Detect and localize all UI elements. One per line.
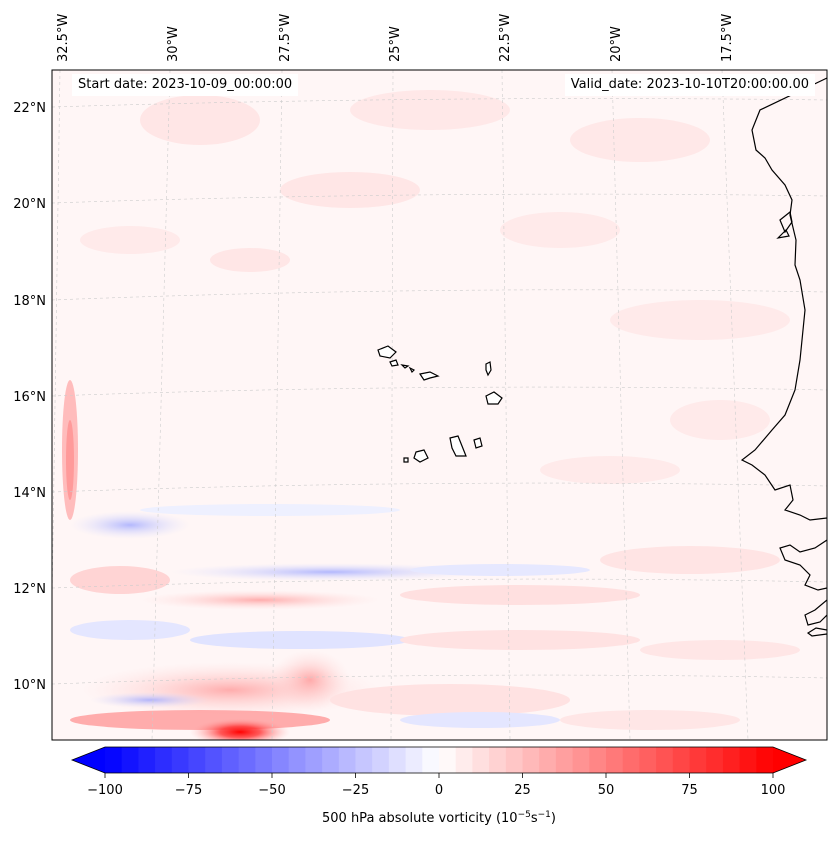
lon-label-22-5w: 22.5°W (498, 14, 513, 62)
cbar-tick-25: 25 (514, 783, 531, 798)
island-maio (473, 437, 483, 449)
colorbar-swatch (555, 747, 574, 773)
cbar-tick-m100: −100 (87, 783, 123, 798)
colorbar-swatch (505, 747, 523, 773)
island-fogo (413, 449, 429, 463)
colorbar-ticks (104, 773, 774, 778)
lat-label-12n: 12°N (13, 582, 46, 597)
colorbar-swatch (672, 747, 690, 773)
lat-label-16n: 16°N (13, 390, 46, 405)
lon-label-25w: 25°W (388, 26, 403, 62)
colorbar-label-end: ) (551, 811, 556, 826)
lon-label-20w: 20°W (609, 26, 624, 62)
colorbar-swatch (221, 747, 240, 773)
colorbar-swatch (472, 747, 490, 773)
lon-label-17-5w: 17.5°W (720, 14, 735, 62)
colorbar-swatch (372, 747, 390, 773)
colorbar-swatch (322, 747, 340, 773)
colorbar-swatch (639, 747, 657, 773)
lat-label-18n: 18°N (13, 294, 46, 309)
lon-label-27-5w: 27.5°W (278, 14, 293, 62)
colorbar-swatch (155, 747, 173, 773)
colorbar-extend-max (773, 747, 806, 773)
lat-label-22n: 22°N (13, 101, 46, 116)
colorbar-swatch (338, 747, 356, 773)
colorbar-label-main: 500 hPa absolute vorticity (10 (322, 811, 518, 826)
colorbar-swatch (572, 747, 590, 773)
island-santo-antao (377, 345, 397, 359)
colorbar-swatch (355, 747, 373, 773)
colorbar-label-exp1: −5 (518, 810, 531, 820)
colorbar-swatch (121, 747, 139, 773)
colorbar-extend-min (72, 747, 105, 773)
cbar-tick-50: 50 (598, 783, 615, 798)
island-sao-nicolau (419, 371, 440, 381)
colorbar-swatch (422, 747, 440, 773)
lat-label-10n: 10°N (13, 678, 46, 693)
colorbar-swatch (255, 747, 273, 773)
colorbar-swatch (171, 747, 189, 773)
lat-label-14n: 14°N (13, 486, 46, 501)
colorbar-swatch (105, 747, 123, 773)
colorbar-swatch (589, 747, 607, 773)
coastlines (740, 77, 827, 637)
cbar-tick-100: 100 (761, 783, 786, 798)
map-frame (51, 69, 828, 741)
vorticity-field (52, 70, 827, 740)
colorbar-swatch (188, 747, 206, 773)
island-santiago (449, 435, 467, 457)
cbar-tick-m25: −25 (342, 783, 369, 798)
island-sal (485, 361, 492, 377)
colorbar-swatch (756, 747, 774, 773)
colorbar-swatch (272, 747, 290, 773)
colorbar-swatch (606, 747, 624, 773)
cbar-tick-0: 0 (435, 783, 443, 798)
graticule (52, 70, 827, 740)
island-sao-vicente (389, 359, 399, 367)
lat-label-20n: 20°N (13, 197, 46, 212)
colorbar-swatch (405, 747, 423, 773)
lon-label-32-5w: 32.5°W (56, 14, 71, 62)
island-brava (403, 457, 409, 463)
colorbar-label-exp2: −1 (538, 810, 551, 820)
cape-verde-islands (377, 345, 503, 463)
colorbar-swatch (539, 747, 557, 773)
valid-date-label: Valid_date: 2023-10-10T20:00:00.00 (564, 74, 815, 96)
latitude-labels: 22°N 20°N 18°N 16°N 14°N 12°N 10°N (13, 101, 46, 693)
colorbar-swatch (489, 747, 507, 773)
colorbar-swatch (288, 747, 306, 773)
longitude-labels: 32.5°W 30°W 27.5°W 25°W 22.5°W 20°W 17.5… (56, 14, 735, 62)
colorbar: −100 −75 −50 −25 0 25 50 75 100 500 hPa … (70, 746, 808, 826)
cbar-tick-75: 75 (681, 783, 698, 798)
colorbar-swatch (305, 747, 323, 773)
colorbar-swatch (689, 747, 707, 773)
colorbar-label-mid: s (531, 811, 538, 826)
cbar-tick-m75: −75 (175, 783, 202, 798)
colorbar-swatch (238, 747, 256, 773)
colorbar-swatch (722, 747, 741, 773)
colorbar-swatch (739, 747, 757, 773)
colorbar-swatch (138, 747, 156, 773)
cbar-tick-m50: −50 (258, 783, 285, 798)
island-boa-vista (485, 391, 503, 405)
colorbar-swatch (205, 747, 223, 773)
africa-coastline (740, 77, 827, 521)
lon-label-30w: 30°W (166, 26, 181, 62)
colorbar-swatch (622, 747, 640, 773)
colorbar-swatch (522, 747, 540, 773)
colorbar-swatch (706, 747, 724, 773)
colorbar-label: 500 hPa absolute vorticity (10−5s−1) (322, 810, 556, 826)
colorbar-swatch (656, 747, 674, 773)
colorbar-tick-labels: −100 −75 −50 −25 0 25 50 75 100 (87, 783, 785, 798)
colorbar-swatch (439, 747, 457, 773)
colorbar-swatch (388, 747, 407, 773)
colorbar-swatch (455, 747, 473, 773)
start-date-label: Start date: 2023-10-09_00:00:00 (72, 74, 299, 96)
colorbar-swatches (105, 747, 774, 773)
